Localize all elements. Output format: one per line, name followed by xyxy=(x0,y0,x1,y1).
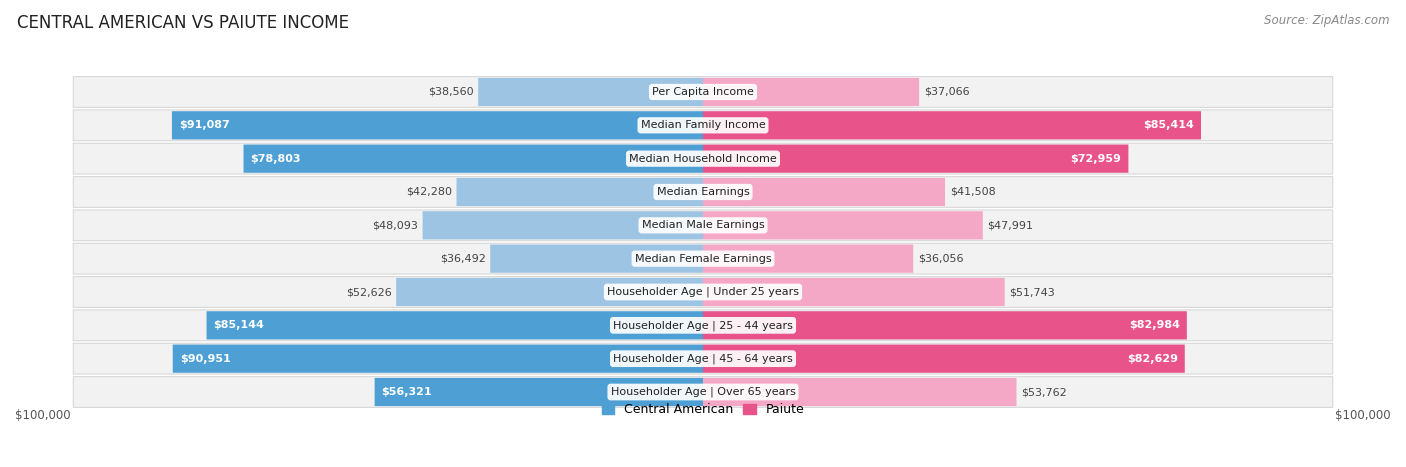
Text: $52,626: $52,626 xyxy=(346,287,391,297)
Text: Householder Age | 25 - 44 years: Householder Age | 25 - 44 years xyxy=(613,320,793,331)
Text: Source: ZipAtlas.com: Source: ZipAtlas.com xyxy=(1264,14,1389,27)
FancyBboxPatch shape xyxy=(703,111,1201,140)
FancyBboxPatch shape xyxy=(73,343,1333,374)
FancyBboxPatch shape xyxy=(478,78,703,106)
FancyBboxPatch shape xyxy=(703,245,914,273)
FancyBboxPatch shape xyxy=(396,278,703,306)
FancyBboxPatch shape xyxy=(73,110,1333,141)
FancyBboxPatch shape xyxy=(374,378,703,406)
Text: $38,560: $38,560 xyxy=(427,87,474,97)
Text: $85,144: $85,144 xyxy=(214,320,264,330)
Text: $36,492: $36,492 xyxy=(440,254,485,264)
Text: $100,000: $100,000 xyxy=(15,409,70,422)
FancyBboxPatch shape xyxy=(457,178,703,206)
Text: Median Household Income: Median Household Income xyxy=(628,154,778,163)
FancyBboxPatch shape xyxy=(703,178,945,206)
Text: $47,991: $47,991 xyxy=(987,220,1033,230)
FancyBboxPatch shape xyxy=(703,145,1129,173)
Text: CENTRAL AMERICAN VS PAIUTE INCOME: CENTRAL AMERICAN VS PAIUTE INCOME xyxy=(17,14,349,32)
Text: $100,000: $100,000 xyxy=(1336,409,1391,422)
FancyBboxPatch shape xyxy=(173,345,703,373)
Text: $72,959: $72,959 xyxy=(1070,154,1122,163)
Text: $90,951: $90,951 xyxy=(180,354,231,364)
FancyBboxPatch shape xyxy=(703,211,983,240)
Text: $91,087: $91,087 xyxy=(179,120,229,130)
FancyBboxPatch shape xyxy=(73,310,1333,341)
FancyBboxPatch shape xyxy=(73,143,1333,174)
Text: $48,093: $48,093 xyxy=(373,220,418,230)
Text: $82,984: $82,984 xyxy=(1129,320,1180,330)
Text: $36,056: $36,056 xyxy=(918,254,963,264)
Text: Householder Age | Over 65 years: Householder Age | Over 65 years xyxy=(610,387,796,397)
FancyBboxPatch shape xyxy=(703,311,1187,340)
Text: Householder Age | Under 25 years: Householder Age | Under 25 years xyxy=(607,287,799,297)
Text: $56,321: $56,321 xyxy=(381,387,432,397)
Text: $85,414: $85,414 xyxy=(1143,120,1194,130)
FancyBboxPatch shape xyxy=(703,378,1017,406)
FancyBboxPatch shape xyxy=(73,243,1333,274)
FancyBboxPatch shape xyxy=(73,376,1333,407)
FancyBboxPatch shape xyxy=(703,345,1185,373)
Text: $78,803: $78,803 xyxy=(250,154,301,163)
FancyBboxPatch shape xyxy=(172,111,703,140)
Text: Median Earnings: Median Earnings xyxy=(657,187,749,197)
Text: Per Capita Income: Per Capita Income xyxy=(652,87,754,97)
Text: $42,280: $42,280 xyxy=(406,187,451,197)
Text: $53,762: $53,762 xyxy=(1021,387,1067,397)
Text: Householder Age | 45 - 64 years: Householder Age | 45 - 64 years xyxy=(613,354,793,364)
FancyBboxPatch shape xyxy=(491,245,703,273)
FancyBboxPatch shape xyxy=(703,78,920,106)
Text: $37,066: $37,066 xyxy=(924,87,969,97)
Legend: Central American, Paiute: Central American, Paiute xyxy=(596,398,810,421)
Text: Median Female Earnings: Median Female Earnings xyxy=(634,254,772,264)
Text: Median Family Income: Median Family Income xyxy=(641,120,765,130)
Text: $82,629: $82,629 xyxy=(1126,354,1178,364)
FancyBboxPatch shape xyxy=(703,278,1005,306)
FancyBboxPatch shape xyxy=(73,77,1333,107)
FancyBboxPatch shape xyxy=(73,210,1333,241)
FancyBboxPatch shape xyxy=(243,145,703,173)
Text: Median Male Earnings: Median Male Earnings xyxy=(641,220,765,230)
FancyBboxPatch shape xyxy=(73,177,1333,207)
FancyBboxPatch shape xyxy=(207,311,703,340)
Text: $41,508: $41,508 xyxy=(949,187,995,197)
Text: $51,743: $51,743 xyxy=(1010,287,1054,297)
FancyBboxPatch shape xyxy=(73,276,1333,307)
FancyBboxPatch shape xyxy=(423,211,703,240)
